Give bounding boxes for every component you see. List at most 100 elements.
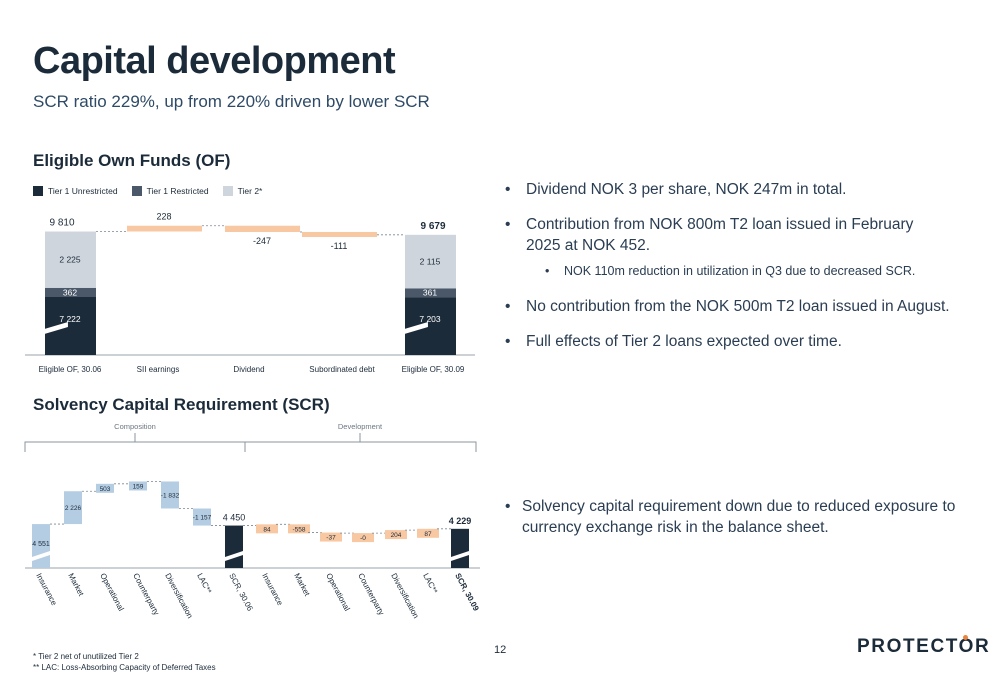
bar-change: [127, 225, 202, 232]
category-label: Diversification: [163, 572, 194, 620]
data-label: 2 226: [65, 505, 82, 512]
bullet-item: • Dividend NOK 3 per share, NOK 247m in t…: [505, 179, 975, 200]
bar-tier1-unrestricted: [45, 297, 96, 355]
data-label: -1 832: [161, 492, 180, 499]
page-title: Capital development: [33, 40, 396, 82]
legend-swatch: [131, 186, 142, 196]
scr-section-heading: Solvency Capital Requirement (SCR): [33, 395, 330, 414]
total-label: 4 229: [449, 516, 472, 526]
footnotes: * Tier 2 net of unutilized Tier 2 ** LAC…: [33, 651, 216, 673]
legend-label: Tier 2*: [237, 186, 263, 196]
footnote: ** LAC: Loss-Absorbing Capacity of Defer…: [33, 663, 216, 672]
category-label: LAC**: [421, 572, 439, 595]
axis-break-mark: [41, 322, 68, 335]
bar-change: [302, 231, 377, 237]
legend-swatch: [33, 186, 43, 196]
page-number: 12: [494, 644, 507, 656]
data-label: 7 203: [419, 314, 441, 324]
bracket-development: [244, 441, 477, 452]
total-label: 9 679: [420, 221, 445, 232]
category-label: SCR, 30.06: [227, 572, 255, 613]
axis-break-mark: [29, 550, 53, 562]
data-label: -0: [360, 535, 366, 542]
data-label: 2 225: [59, 255, 81, 265]
bullet-text: NOK 110m reduction in utilization in Q3 …: [564, 264, 916, 278]
bar-tier2: [405, 234, 456, 289]
category-label: Operational: [324, 572, 351, 613]
scr-bar-total: [451, 528, 469, 568]
scr-bar: [193, 508, 211, 526]
category-label: Market: [66, 572, 86, 598]
bullet-text: Contribution from NOK 800m T2 loan issue…: [526, 216, 914, 254]
scr-bar: [256, 524, 278, 534]
category-label: Counterparty: [356, 572, 386, 617]
category-label: LAC**: [195, 572, 213, 595]
data-label: 159: [133, 483, 144, 490]
scr-bar: [320, 532, 342, 542]
legend-item-tier1-restricted: Tier 1 Restricted: [131, 186, 209, 196]
category-label: Subordinated debt: [309, 365, 375, 374]
data-label: 361: [423, 288, 437, 298]
scr-bar: [417, 528, 439, 538]
bracket-composition: [24, 441, 246, 452]
data-label: 2 115: [420, 257, 441, 267]
of-waterfall-chart: 7 222 362 2 225 9 810 7 203 361 2 115 9 679 228 -…: [25, 212, 475, 374]
legend-swatch: [222, 186, 233, 196]
sub-bullet-item: • NOK 110m reduction in utilization in Q3…: [545, 264, 915, 278]
category-label: Eligible OF, 30.06: [39, 365, 102, 374]
bar-change: [225, 225, 300, 232]
scr-bar: [96, 483, 114, 493]
category-label: Insurance: [34, 572, 59, 608]
bullet-text: Full effects of Tier 2 loans expected ov…: [526, 333, 842, 350]
scr-waterfall-chart: Composition Development 4 551 Insurance 2 22…: [24, 420, 481, 620]
of-legend: Tier 1 Unrestricted Tier 1 Restricted Ti…: [33, 186, 262, 196]
data-label: 362: [63, 287, 77, 297]
change-label: -111: [331, 241, 348, 251]
bullet-item: • Full effects of Tier 2 loans expected o…: [505, 331, 975, 352]
data-label: 4 551: [32, 541, 50, 548]
bullet-marker: •: [505, 216, 511, 233]
legend-label: Tier 1 Restricted: [146, 186, 209, 196]
data-label: 84: [263, 526, 271, 533]
category-label: SCR, 30.09: [453, 572, 481, 613]
category-label: Dividend: [233, 365, 264, 374]
group-label: Development: [338, 422, 383, 431]
total-label: 9 810: [49, 218, 74, 229]
data-label: 204: [391, 532, 402, 539]
bullet-marker: •: [505, 181, 511, 198]
category-label: Diversification: [389, 572, 420, 620]
change-label: -247: [253, 236, 271, 246]
bullet-marker: •: [505, 298, 511, 315]
bullet-item: • No contribution from the NOK 500m T2 lo…: [505, 296, 975, 317]
category-label: SII earnings: [137, 365, 180, 374]
category-label: Market: [292, 572, 312, 598]
bullet-marker: •: [505, 498, 511, 515]
category-label: Counterparty: [131, 572, 161, 617]
data-label: 503: [100, 486, 111, 493]
bar-tier1-restricted: [405, 288, 456, 298]
legend-item-tier1-unrestricted: Tier 1 Unrestricted: [33, 186, 118, 196]
scr-bar: [352, 533, 374, 543]
total-label: 4 450: [223, 513, 246, 523]
legend-label: Tier 1 Unrestricted: [48, 186, 118, 196]
data-label: -37: [326, 535, 336, 542]
bullet-text: Dividend NOK 3 per share, NOK 247m in to…: [526, 181, 847, 198]
group-label-bg: [108, 420, 164, 432]
bullet-marker: •: [545, 264, 550, 278]
scr-bar-total: [225, 525, 243, 568]
scr-bar: [161, 481, 179, 509]
bullet-text: Solvency capital requirement down due to…: [522, 498, 956, 536]
bar-tier1-restricted: [45, 287, 96, 297]
legend-item-tier2: Tier 2*: [222, 186, 263, 196]
bullet-item: • Contribution from NOK 800m T2 loan issu…: [505, 214, 925, 256]
category-label: Operational: [98, 572, 125, 613]
company-logo: PROTECTO R: [857, 635, 991, 657]
bullet-item: • Solvency capital requirement down due t…: [505, 496, 975, 538]
scr-bar: [288, 524, 310, 534]
scr-bar: [64, 491, 82, 525]
data-label: -1 157: [193, 515, 212, 522]
of-section-heading: Eligible Own Funds (OF): [33, 151, 231, 170]
scr-bar: [129, 481, 147, 491]
data-label: 87: [424, 531, 432, 538]
axis-break-mark: [448, 550, 472, 562]
